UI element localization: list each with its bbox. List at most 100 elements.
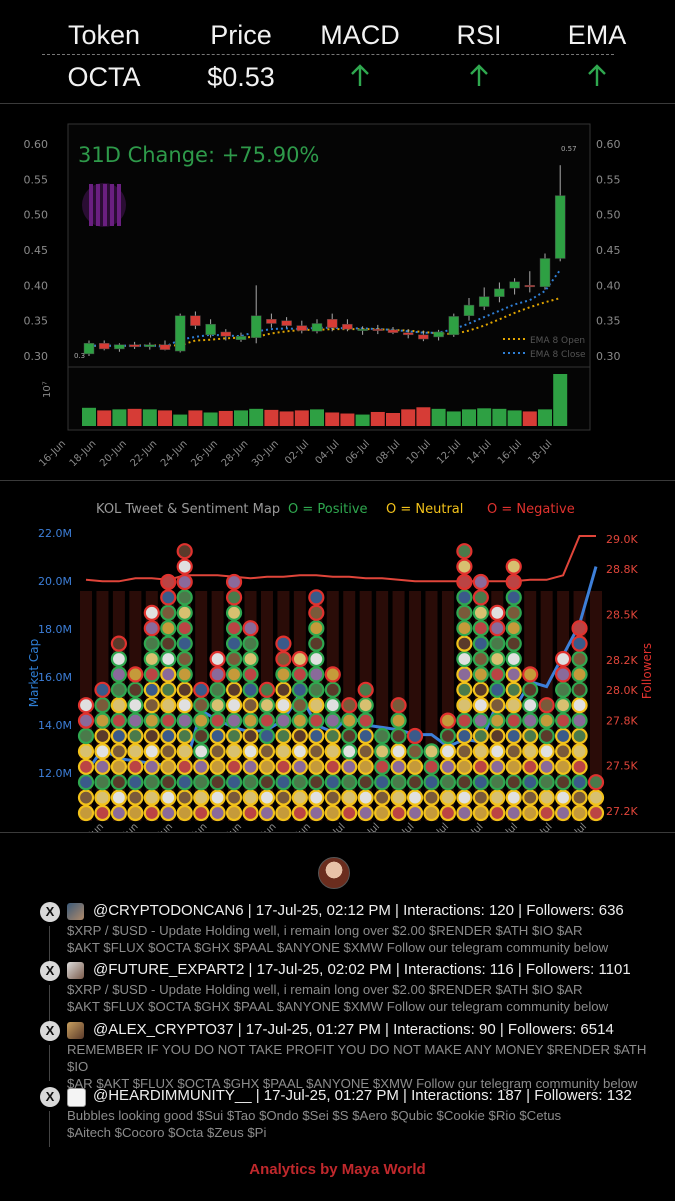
candle-body: [448, 316, 460, 336]
candle: [509, 278, 520, 295]
kol-tweet-bubble: [324, 789, 341, 806]
volume-bar: [325, 412, 340, 426]
kol-tweet-bubble: [456, 589, 473, 606]
kol-tweet-bubble: [308, 727, 325, 745]
candle: [83, 340, 95, 356]
kol-tweet-bubble: [275, 804, 292, 822]
kol-tweet-bubble: [456, 604, 473, 621]
tweet-header: @FUTURE_EXPART2 | 17-Jul-25, 02:02 PM | …: [93, 961, 631, 978]
kol-tweet-bubble: [538, 727, 555, 745]
x-tick-label: 18-Jul: [526, 438, 554, 466]
kol-tweet-bubble: [374, 727, 391, 745]
kol-tweet-bubble: [587, 804, 605, 822]
kol-tweet-bubble: [341, 727, 358, 745]
kol-tweet-bubble: [324, 758, 341, 775]
kol-tweet-bubble: [193, 789, 210, 806]
kol-tweet-bubble: [275, 789, 292, 806]
y-tick-label: 0.55: [24, 173, 49, 186]
kol-tweet-bubble: [538, 697, 555, 714]
sentiment-map-panel: KOL Tweet & Sentiment Map O = Positive O…: [0, 480, 675, 833]
kol-tweet-bubble: [324, 804, 341, 822]
x-tick-label: 22-Jun: [129, 438, 160, 469]
kol-tweet-bubble: [176, 573, 193, 591]
kol-tweet-bubble: [127, 712, 144, 729]
kol-tweet-bubble: [176, 650, 193, 668]
candle-body: [509, 281, 520, 289]
macd-up-arrow-icon: [351, 64, 369, 86]
candle: [478, 287, 490, 311]
kol-tweet-bubble: [291, 697, 308, 714]
x-tick-label: 18-Jun: [68, 438, 99, 469]
kol-tweet-bubble: [489, 804, 506, 822]
kol-tweet-bubble: [143, 774, 160, 791]
kol-tweet-bubble: [374, 758, 391, 775]
kol-tweet-bubble: [225, 712, 243, 729]
token-price: $0.53: [207, 62, 275, 92]
kol-tweet-bubble: [225, 697, 243, 714]
kol-tweet-bubble: [357, 774, 374, 791]
kol-tweet-bubble: [275, 666, 292, 683]
kol-tweet-bubble: [143, 758, 160, 775]
kol-tweet-bubble: [160, 743, 177, 760]
kol-tweet-bubble: [110, 727, 128, 745]
kol-tweet-bubble: [127, 666, 144, 683]
candle: [387, 327, 399, 335]
kol-tweet-bubble: [176, 712, 193, 729]
kol-tweet-bubble: [308, 743, 325, 760]
kol-tweet-bubble: [374, 774, 391, 791]
kol-tweet-bubble: [390, 727, 407, 745]
followers-tick: 28.2K: [606, 654, 638, 667]
col-macd-header: MACD: [320, 20, 400, 50]
kol-tweet-bubble: [110, 758, 128, 775]
candle-body: [190, 315, 201, 326]
kol-tweet-bubble: [341, 743, 358, 760]
candle-body: [372, 328, 384, 331]
tweet-line: $XRP / $USD - Update Holding well, i rem…: [67, 923, 583, 938]
tweet-line: $AR $AKT $FLUX $OCTA $GHX $PAAL $ANYONE …: [67, 1076, 638, 1091]
candle: [524, 271, 536, 293]
followers-line: [85, 535, 596, 583]
candle: [463, 298, 475, 321]
kol-tweet-bubble: [390, 789, 407, 806]
kol-tweet-bubble: [341, 758, 358, 775]
kol-tweet-bubble: [258, 743, 276, 760]
kol-tweet-bubble: [423, 743, 440, 760]
kol-tweet-bubble: [538, 712, 555, 729]
kol-tweet-bubble: [472, 804, 489, 822]
kol-tweet-bubble: [275, 758, 292, 775]
candle-body: [326, 319, 338, 328]
tweet-line: $XRP / $USD - Update Holding well, i rem…: [67, 982, 583, 997]
kol-tweet-bubble: [505, 681, 522, 698]
kol-tweet-bubble: [522, 774, 539, 791]
kol-tweet-bubble: [538, 774, 555, 791]
author-avatar: [318, 857, 350, 889]
kol-tweet-bubble: [489, 758, 506, 775]
kol-tweet-bubble: [554, 727, 572, 745]
kol-tweet-bubble: [94, 727, 111, 745]
volume-bar: [218, 410, 233, 426]
kol-tweet-bubble: [242, 789, 259, 806]
volume-bar: [310, 409, 324, 426]
kol-tweet-bubble: [423, 804, 440, 822]
kol-tweet-bubble: [160, 697, 177, 714]
legend-positive: O = Positive: [288, 502, 368, 517]
kol-tweet-bubble: [275, 712, 292, 729]
kol-tweet-bubble: [110, 789, 128, 806]
kol-tweet-bubble: [160, 620, 177, 637]
kol-tweet-bubble: [390, 743, 407, 760]
kol-tweet-bubble: [110, 635, 128, 652]
kol-tweet-bubble: [324, 727, 341, 745]
volume-bar: [112, 409, 127, 426]
candle: [539, 253, 551, 290]
kol-tweet-bubble: [143, 666, 160, 683]
kol-tweet-bubble: [291, 743, 308, 760]
kol-tweet-bubble: [209, 758, 226, 775]
kol-tweet-bubble: [143, 635, 160, 652]
kol-tweet-bubble: [225, 774, 243, 791]
tweet-thread-line: [49, 926, 50, 962]
kol-tweet-bubble: [242, 727, 259, 745]
x-tick-label: 12-Jul: [435, 438, 463, 466]
volume-bar: [142, 409, 157, 426]
volume-bar: [401, 409, 416, 426]
kol-tweet-bubble: [242, 804, 259, 822]
